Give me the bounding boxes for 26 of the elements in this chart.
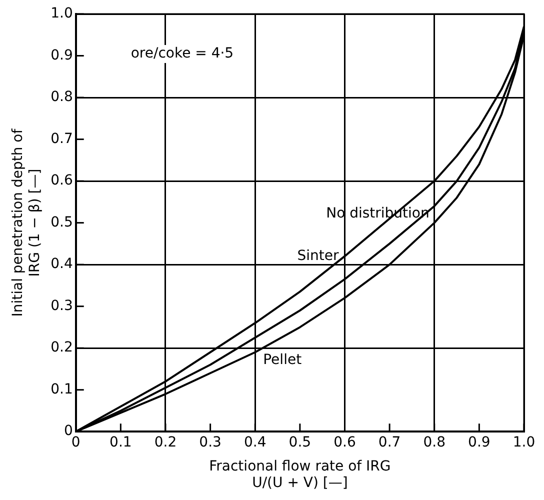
x-tick-label: 0.2 xyxy=(154,434,177,451)
x-axis-title: Fractional flow rate of IRG U/(U + V) [—] xyxy=(209,458,391,492)
y-tick-label: 1.0 xyxy=(50,6,73,22)
x-tick-label: 1.0 xyxy=(512,434,536,451)
x-tick-label: 0.4 xyxy=(244,434,266,451)
x-tick-label: 0.5 xyxy=(288,434,312,451)
series-label: Pellet xyxy=(263,352,302,368)
y-tick-label: 0.5 xyxy=(50,214,73,230)
series-label: Sinter xyxy=(297,248,339,264)
y-tick-label: 0.8 xyxy=(50,89,73,106)
x-tick-label: 0.3 xyxy=(199,434,222,451)
x-tick-label: 0.9 xyxy=(468,434,490,451)
x-tick-label: 0.1 xyxy=(110,434,132,451)
y-tick-label: 0.3 xyxy=(50,298,73,314)
x-tick-label: 0.6 xyxy=(334,434,356,451)
x-tick-label: 0.8 xyxy=(423,434,446,451)
x-tick-label: 0.7 xyxy=(378,434,401,451)
y-tick-label: 0 xyxy=(64,423,73,440)
annotation: ore/coke = 4·5 xyxy=(130,46,234,62)
y-tick-label: 0.9 xyxy=(50,47,73,64)
y-tick-label: 0.1 xyxy=(50,381,73,398)
y-tick-label: 0.2 xyxy=(50,340,73,356)
y-axis-title: Initial penetration depth of IRG (1 − β) [—] xyxy=(10,128,43,317)
y-tick-label: 0.4 xyxy=(50,256,73,272)
y-tick-label: 0.7 xyxy=(50,130,73,147)
y-tick-label: 0.6 xyxy=(50,172,73,189)
